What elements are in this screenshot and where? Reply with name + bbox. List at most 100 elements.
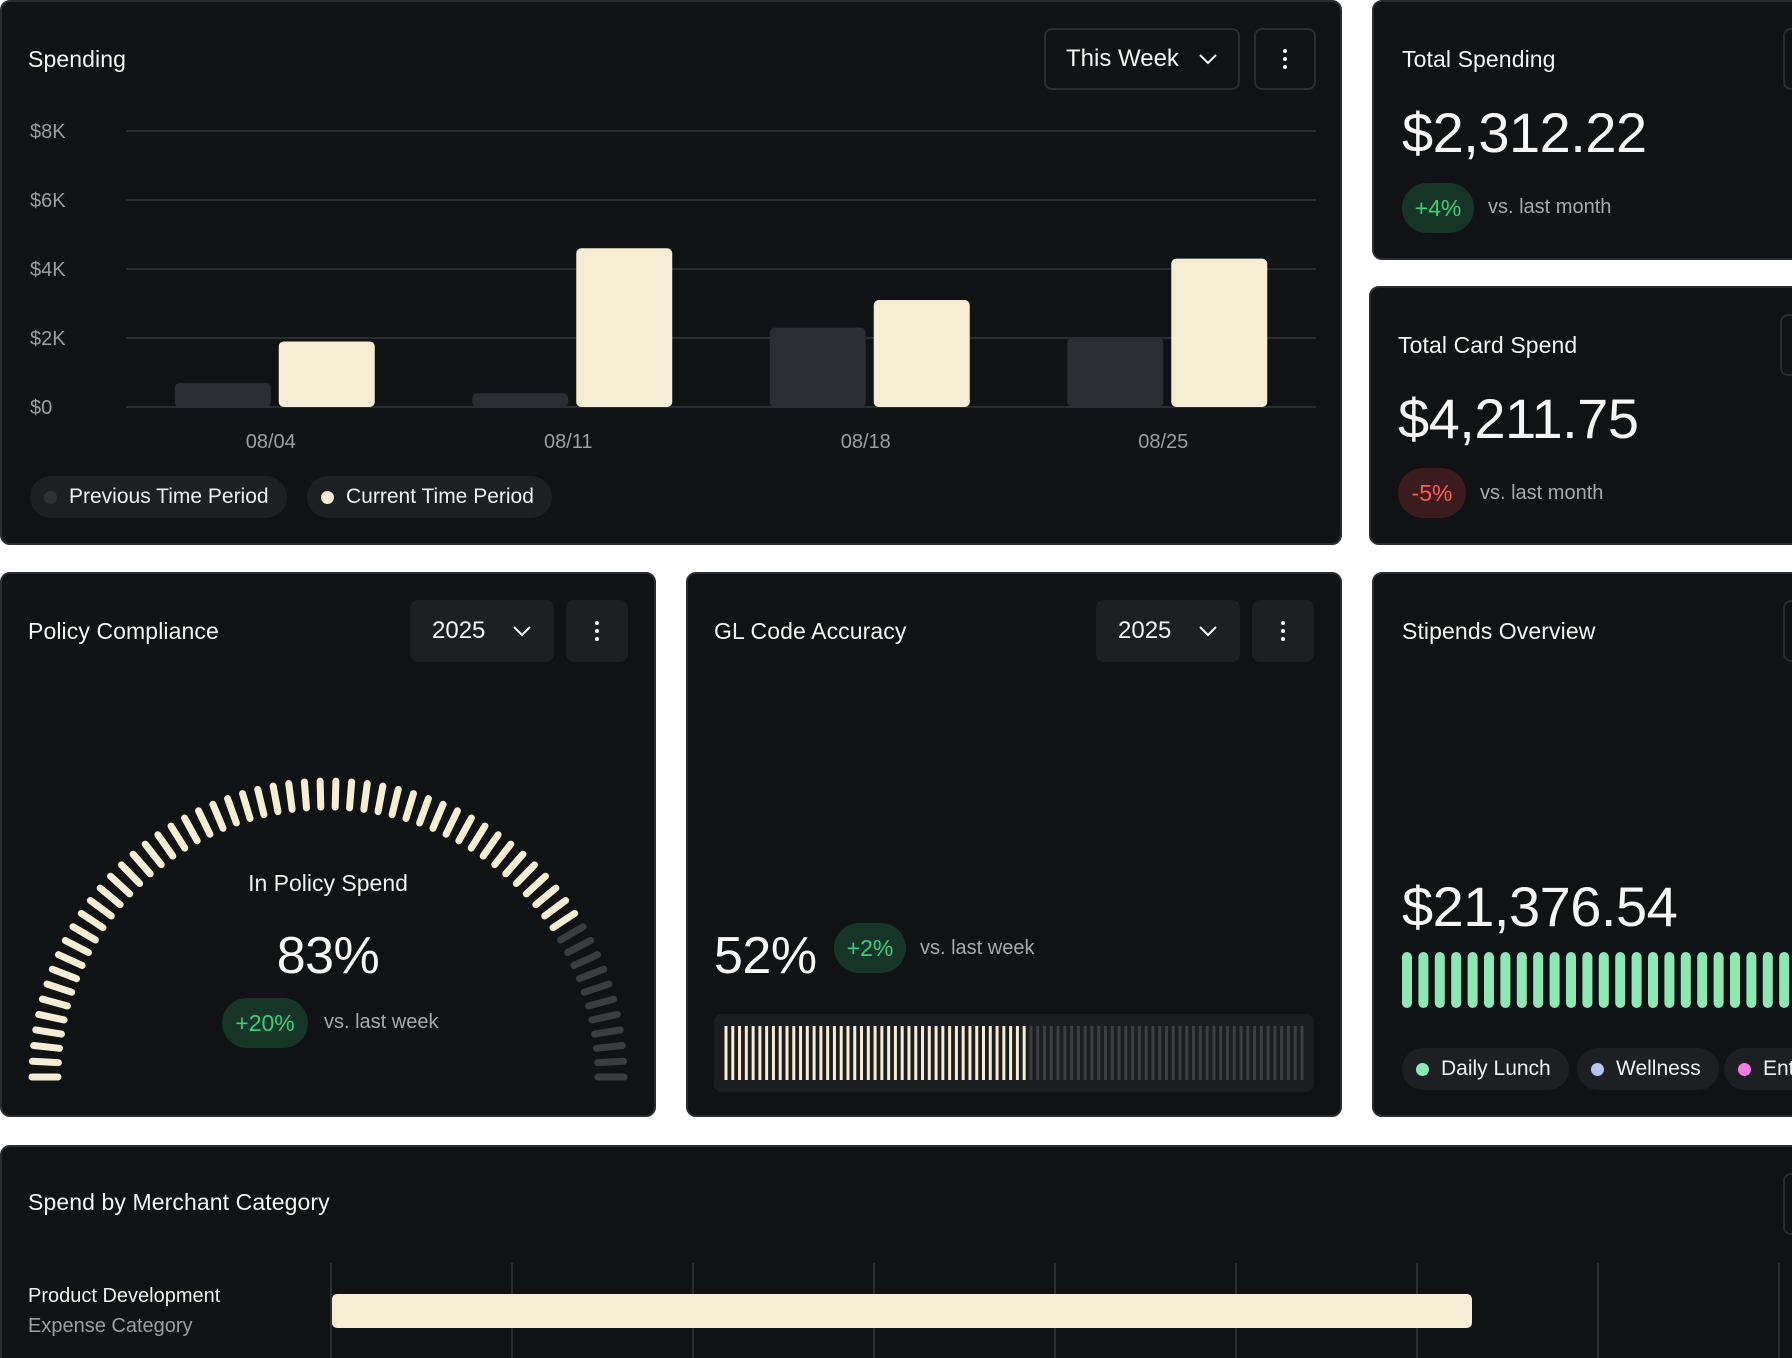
stipend-bar xyxy=(1648,952,1658,1008)
gauge-tick-filled xyxy=(69,923,99,944)
gl-more-button[interactable] xyxy=(1252,600,1314,662)
gauge-tick-filled xyxy=(269,782,282,816)
bar-current-period[interactable] xyxy=(278,341,375,407)
chevron-down-icon xyxy=(1199,54,1217,65)
spending-bar-chart: $0 $2K $4K $6K $8K 08/04 08/11 08/18 08/25 xyxy=(30,121,1316,453)
gl-value: 52% xyxy=(714,927,817,985)
ent-label: Ent xyxy=(1763,1057,1792,1080)
policy-value: 83% xyxy=(276,927,380,985)
gauge-tick-filled xyxy=(181,814,201,845)
bar-previous-period[interactable] xyxy=(1067,338,1164,407)
bar-current-period[interactable] xyxy=(1171,258,1268,407)
gauge-tick-filled xyxy=(360,780,371,813)
wellness-label: Wellness xyxy=(1616,1057,1701,1080)
legend-current-period[interactable]: Current Time Period xyxy=(307,476,552,518)
stipends-more-button[interactable] xyxy=(1783,600,1792,662)
x-tick-label: 08/25 xyxy=(1138,431,1188,453)
stipend-bar xyxy=(1434,952,1445,1008)
stipend-bar xyxy=(1533,952,1544,1008)
legend-previous-dot xyxy=(44,490,57,504)
gl-code-title: GL Code Accuracy xyxy=(714,618,907,644)
gauge-tick-filled xyxy=(402,790,417,822)
gauge-tick-filled xyxy=(107,872,134,898)
stipends-title: Stipends Overview xyxy=(1402,618,1596,644)
total-spending-card: Total Spending $2,312.22 +4% vs. last mo… xyxy=(1372,0,1792,260)
period-dropdown[interactable]: This Week xyxy=(1044,28,1240,90)
stipend-bar xyxy=(1615,952,1626,1008)
gauge-tick-filled xyxy=(479,831,502,860)
gauge-tick-filled xyxy=(316,777,325,811)
gauge-tick-filled xyxy=(429,800,447,832)
gl-code-card: GL Code Accuracy 2025 52% +2% vs. last w… xyxy=(686,572,1342,1117)
gauge-tick-empty xyxy=(575,965,608,983)
gauge-label: In Policy Spend xyxy=(248,870,408,896)
policy-compliance-title: Policy Compliance xyxy=(28,618,219,644)
gauge-tick-empty xyxy=(591,1026,624,1038)
stipend-bar xyxy=(1500,952,1511,1008)
merchant-row-bar[interactable] xyxy=(332,1294,1472,1328)
stipend-bar xyxy=(1402,952,1412,1008)
spending-title: Spending xyxy=(28,46,126,72)
total-card-spend-card: Total Card Spend $4,211.75 -5% vs. last … xyxy=(1369,286,1792,545)
total-card-spend-compare: vs. last month xyxy=(1480,482,1604,504)
gl-accuracy-bar xyxy=(714,1014,1314,1092)
gauge-tick-filled xyxy=(224,795,240,827)
policy-gauge xyxy=(28,777,628,1081)
gauge-tick-filled xyxy=(331,777,340,811)
gauge-tick-filled xyxy=(48,965,81,983)
gauge-tick-filled xyxy=(388,785,402,819)
gauge-tick-filled xyxy=(209,800,227,832)
stipend-bar xyxy=(1730,952,1740,1008)
total-spending-change-badge: +4% xyxy=(1402,183,1474,233)
stipend-bar xyxy=(1664,952,1675,1008)
stipend-legend-ent[interactable]: Ent xyxy=(1724,1048,1792,1090)
gauge-tick-empty xyxy=(588,1010,621,1024)
legend-previous-period[interactable]: Previous Time Period xyxy=(30,476,287,518)
chevron-down-icon xyxy=(513,626,531,637)
more-vertical-icon xyxy=(1283,49,1287,69)
stipend-bar xyxy=(1598,952,1609,1008)
gauge-tick-filled xyxy=(43,980,76,996)
stipend-bar xyxy=(1467,952,1478,1008)
gl-compare: vs. last week xyxy=(920,937,1035,959)
stipend-legend-wellness[interactable]: Wellness xyxy=(1577,1048,1719,1090)
total-spending-more-button[interactable] xyxy=(1783,28,1792,90)
gauge-tick-filled xyxy=(512,861,538,888)
bar-current-period[interactable] xyxy=(576,248,673,407)
daily-lunch-label: Daily Lunch xyxy=(1441,1057,1551,1080)
total-card-spend-title: Total Card Spend xyxy=(1398,332,1578,358)
merchant-more-button[interactable] xyxy=(1783,1173,1792,1235)
y-tick-label: $4K xyxy=(30,259,66,281)
daily-lunch-dot xyxy=(1416,1062,1429,1076)
gauge-tick-empty xyxy=(564,937,595,957)
spending-card: Spending This Week $0 $2K $4K $6K $8K 08/04 08… xyxy=(0,0,1342,545)
y-tick-label: $6K xyxy=(30,190,66,212)
wellness-dot xyxy=(1591,1062,1604,1076)
stipend-legend-daily-lunch[interactable]: Daily Lunch xyxy=(1402,1048,1569,1090)
gl-year-dropdown[interactable]: 2025 xyxy=(1096,600,1240,662)
policy-more-button[interactable] xyxy=(566,600,628,662)
bar-previous-period[interactable] xyxy=(472,393,569,407)
gauge-tick-filled xyxy=(549,909,579,932)
stipend-bar xyxy=(1697,952,1708,1008)
bar-previous-period[interactable] xyxy=(769,327,866,407)
total-card-spend-more-button[interactable] xyxy=(1780,314,1792,376)
gauge-tick-filled xyxy=(77,909,107,932)
gauge-tick-filled xyxy=(118,861,144,888)
stipend-bar xyxy=(1713,952,1724,1008)
merchant-card: Spend by Merchant Category Product Devel… xyxy=(0,1145,1792,1358)
gl-year-label: 2025 xyxy=(1118,617,1172,644)
x-tick-label: 08/11 xyxy=(544,431,593,453)
y-tick-label: $0 xyxy=(30,397,52,419)
gauge-tick-filled xyxy=(346,778,356,812)
gauge-tick-filled xyxy=(541,896,570,920)
policy-year-dropdown[interactable]: 2025 xyxy=(410,600,554,662)
x-tick-label: 08/04 xyxy=(246,431,296,453)
bar-previous-period[interactable] xyxy=(174,382,271,407)
stipend-bar xyxy=(1484,952,1494,1008)
gauge-tick-filled xyxy=(195,807,214,838)
spending-more-button[interactable] xyxy=(1254,28,1316,90)
bar-current-period[interactable] xyxy=(873,300,970,407)
stipend-bar xyxy=(1762,952,1773,1008)
